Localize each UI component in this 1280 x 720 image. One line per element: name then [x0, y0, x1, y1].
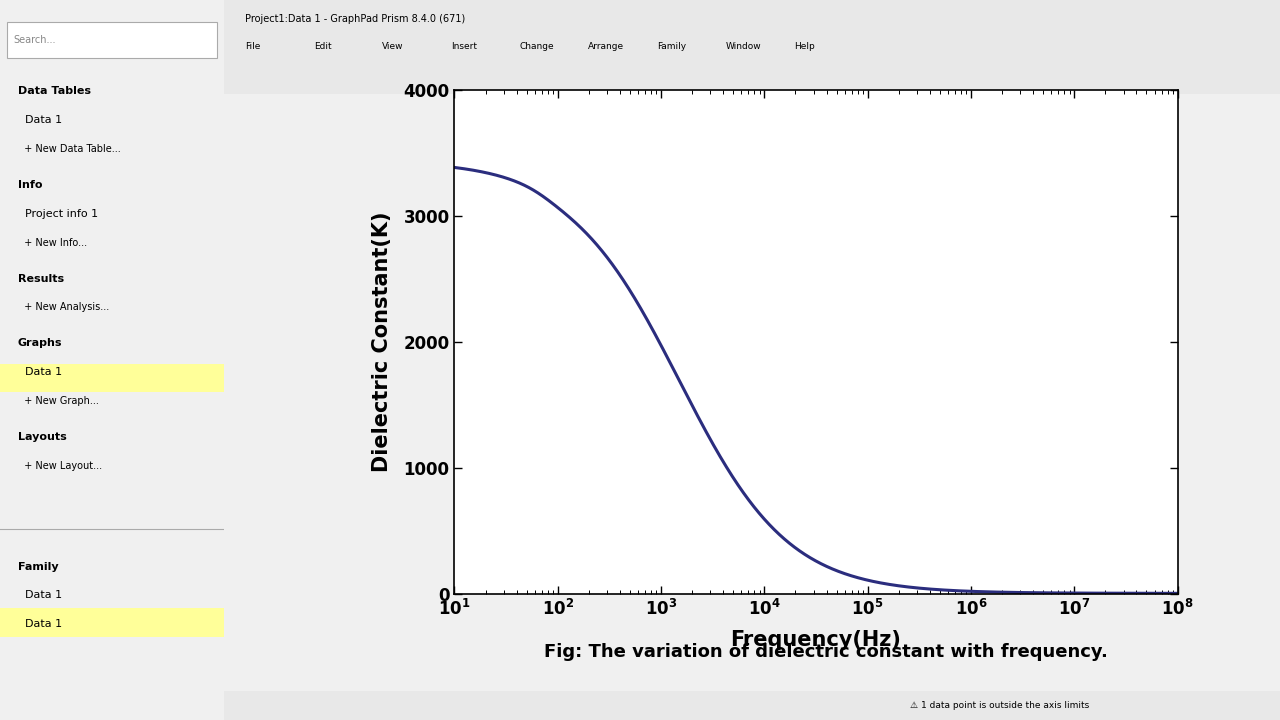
Text: Layouts: Layouts [18, 432, 67, 442]
Text: + New Info...: + New Info... [18, 238, 87, 248]
Text: View: View [383, 42, 404, 51]
Text: Info: Info [18, 180, 42, 190]
Text: Data 1: Data 1 [18, 115, 61, 125]
Bar [6, 22, 218, 58]
Text: Data 1: Data 1 [18, 590, 61, 600]
Text: + New Analysis...: + New Analysis... [18, 302, 109, 312]
Text: ⚠ 1 data point is outside the axis limits: ⚠ 1 data point is outside the axis limit… [910, 701, 1089, 710]
Text: Window: Window [726, 42, 762, 51]
Bar [0, 608, 224, 637]
Text: Arrange: Arrange [589, 42, 625, 51]
Text: Project info 1: Project info 1 [18, 209, 99, 219]
Text: Change: Change [520, 42, 554, 51]
Text: + New Layout...: + New Layout... [18, 461, 102, 471]
Y-axis label: Dielectric Constant(K): Dielectric Constant(K) [372, 212, 392, 472]
Text: Family: Family [657, 42, 686, 51]
Text: Help: Help [794, 42, 815, 51]
Text: Graphs: Graphs [18, 338, 63, 348]
Text: + New Data Table...: + New Data Table... [18, 144, 120, 154]
Bar [0, 364, 224, 392]
Text: Data Tables: Data Tables [18, 86, 91, 96]
Text: Results: Results [18, 274, 64, 284]
Text: Search...: Search... [13, 35, 56, 45]
Text: Data 1: Data 1 [18, 619, 61, 629]
Text: Fig: The variation of dielectric constant with frequency.: Fig: The variation of dielectric constan… [544, 642, 1107, 661]
Text: + New Graph...: + New Graph... [18, 396, 99, 406]
Text: Edit: Edit [314, 42, 332, 51]
Text: Family: Family [18, 562, 59, 572]
Text: Project1:Data 1 - GraphPad Prism 8.4.0 (671): Project1:Data 1 - GraphPad Prism 8.4.0 (… [246, 14, 466, 24]
X-axis label: Frequency(Hz): Frequency(Hz) [731, 630, 901, 650]
Text: Data 1: Data 1 [18, 367, 61, 377]
Text: Insert: Insert [451, 42, 477, 51]
Text: File: File [246, 42, 261, 51]
